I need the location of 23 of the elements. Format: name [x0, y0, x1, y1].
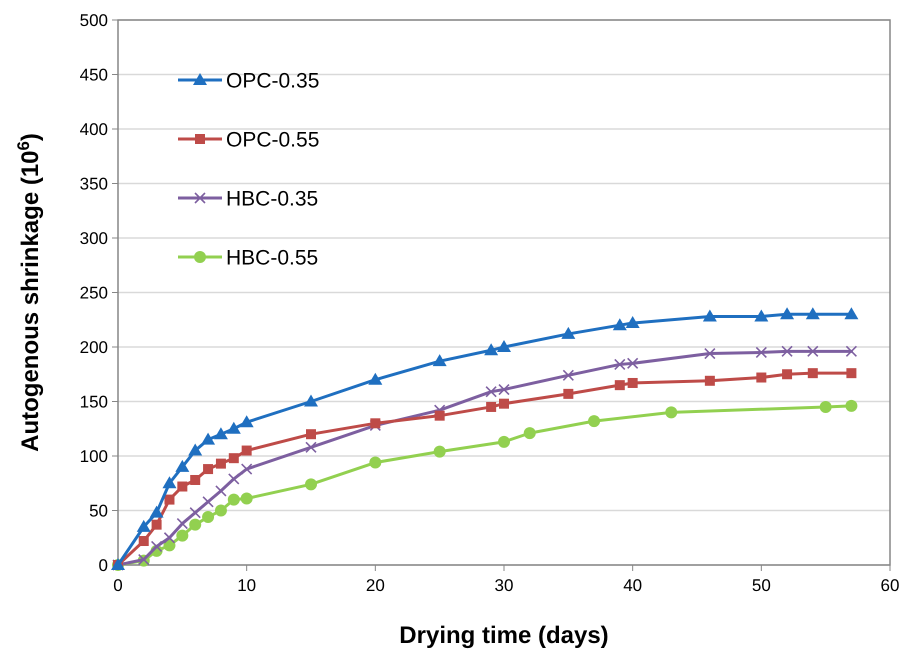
y-tick-label: 150 [80, 392, 108, 412]
legend-label: OPC-0.35 [226, 69, 320, 92]
x-tick-label: 30 [494, 576, 514, 595]
x-tick-label: 40 [623, 576, 642, 595]
y-tick-label: 200 [80, 338, 108, 357]
x-tick-label: 50 [752, 576, 771, 595]
y-tick-label: 450 [80, 65, 108, 84]
y-tick-label: 500 [80, 10, 108, 30]
y-tick-label: 300 [80, 228, 108, 248]
x-tick-label: 60 [880, 576, 900, 595]
y-tick-label: 100 [80, 446, 108, 466]
legend-label: OPC-0.55 [226, 128, 320, 152]
legend-label: HBC-0.55 [226, 246, 318, 270]
y-tick-label: 350 [80, 174, 108, 194]
y-tick-label: 0 [98, 556, 108, 575]
x-tick-label: 10 [237, 576, 256, 595]
x-tick-label: 20 [366, 576, 385, 595]
x-tick-label: 0 [113, 576, 123, 595]
y-tick-label: 250 [80, 283, 108, 302]
legend-label: HBC-0.35 [226, 187, 318, 210]
y-tick-label: 400 [80, 120, 108, 139]
y-tick-label: 50 [89, 501, 108, 520]
x-axis-title: Drying time (days) [399, 622, 609, 649]
